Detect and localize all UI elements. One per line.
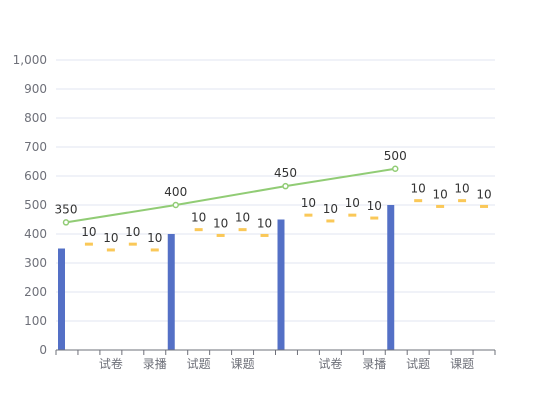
x-tick-label: 试题	[187, 356, 211, 371]
dash-data-label: 10	[345, 196, 360, 210]
x-tick-label: 录播	[362, 357, 386, 371]
dash-marker	[414, 199, 423, 203]
dash-marker	[216, 233, 225, 237]
dash-data-label: 10	[125, 225, 140, 239]
dash-marker	[436, 204, 445, 208]
dash-data-label: 10	[476, 187, 491, 201]
dash-marker	[128, 242, 137, 246]
line-point	[282, 182, 289, 190]
line-path	[65, 167, 396, 224]
y-tick-label: 500	[24, 198, 47, 212]
gridlines	[56, 59, 495, 322]
dash-marker	[84, 242, 93, 246]
x-axis: 试卷 录播 试题 课题 试卷 录播 试题 课题	[55, 349, 496, 371]
y-tick-label: 600	[24, 169, 47, 183]
x-tick-label: 课题	[450, 357, 474, 371]
dash-data-label: 10	[367, 199, 382, 213]
dash-series	[84, 199, 489, 252]
dash-data-label: 10	[454, 182, 469, 196]
line-series	[62, 165, 399, 226]
y-tick-label: 400	[24, 227, 47, 241]
dash-marker	[260, 233, 269, 237]
y-tick-label: 0	[39, 343, 47, 357]
dash-data-label: 10	[103, 231, 118, 245]
line-data-label: 500	[384, 149, 407, 163]
y-axis: 0 100 200 300 400 500 600 700 800 900 1,000	[13, 53, 47, 357]
line-point	[392, 165, 399, 172]
y-tick-label: 200	[24, 285, 47, 299]
dash-marker	[480, 204, 489, 208]
dash-data-label: 10	[432, 187, 447, 201]
dash-marker	[238, 228, 247, 232]
dash-marker	[326, 219, 335, 223]
bar	[277, 219, 285, 350]
y-tick-label: 100	[24, 314, 47, 328]
dash-data-label: 10	[301, 196, 316, 210]
y-tick-label: 300	[24, 256, 47, 270]
dash-data-label: 10	[411, 182, 426, 196]
dash-data-label: 10	[323, 202, 338, 216]
dash-marker	[106, 248, 115, 252]
line-data-label: 350	[55, 202, 78, 216]
dash-data-label: 10	[257, 216, 272, 230]
dash-marker	[150, 248, 159, 252]
x-tick-label: 试卷	[99, 356, 123, 371]
dash-marker	[458, 199, 467, 203]
y-tick-label: 700	[24, 140, 47, 154]
dash-marker	[304, 213, 313, 217]
line-point	[172, 201, 179, 209]
x-tick-label: 试题	[406, 356, 430, 371]
bar	[58, 248, 65, 350]
line-data-label: 450	[274, 166, 297, 180]
line-data-label: 400	[164, 185, 187, 199]
dash-marker	[370, 216, 379, 220]
bar	[387, 205, 395, 350]
bar	[167, 234, 175, 350]
dash-data-label: 10	[235, 211, 250, 225]
dash-data-label: 10	[147, 231, 162, 245]
dash-data-label: 10	[191, 211, 206, 225]
dash-data-label: 10	[213, 216, 228, 230]
x-tick-label: 录播	[143, 357, 167, 371]
dash-marker	[194, 228, 203, 232]
line-point	[62, 219, 70, 226]
y-tick-label: 800	[24, 111, 47, 125]
y-tick-label: 900	[24, 82, 47, 96]
dash-marker	[348, 213, 357, 217]
dash-data-label: 10	[81, 225, 96, 239]
bar-series	[58, 205, 395, 350]
y-tick-label: 1,000	[13, 53, 47, 67]
x-tick-label: 试卷	[318, 356, 342, 371]
x-tick-label: 课题	[231, 357, 255, 371]
